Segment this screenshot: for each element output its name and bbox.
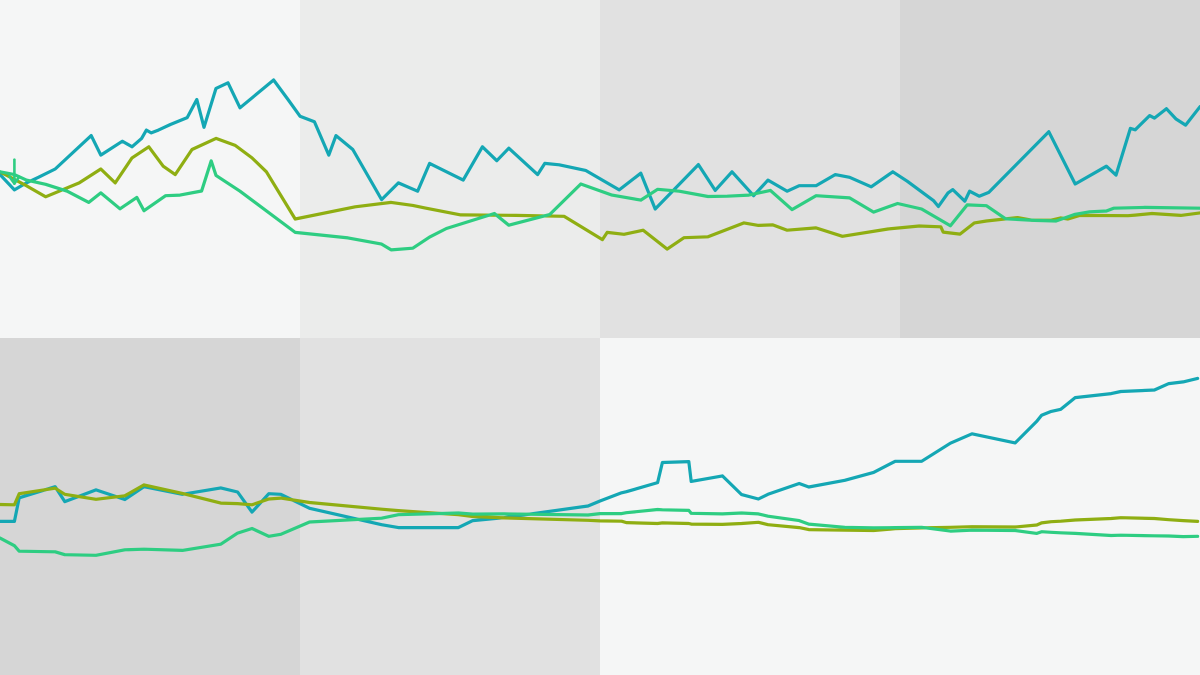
background-band [0,0,301,338]
background-band [0,338,301,675]
chart-panel-top [0,0,1200,338]
series-line-3 [0,159,1200,252]
series-line-2 [0,483,1200,533]
series-line-1 [0,376,1200,530]
background-band [300,0,601,338]
background-band [900,338,1200,675]
series-line-1 [0,78,1200,211]
series-line-3 [0,507,1200,557]
background-band [900,0,1200,338]
background-band [600,0,901,338]
background-band [600,338,901,675]
chart-panel-bottom [0,338,1200,675]
down-arrow-marker [8,158,21,185]
